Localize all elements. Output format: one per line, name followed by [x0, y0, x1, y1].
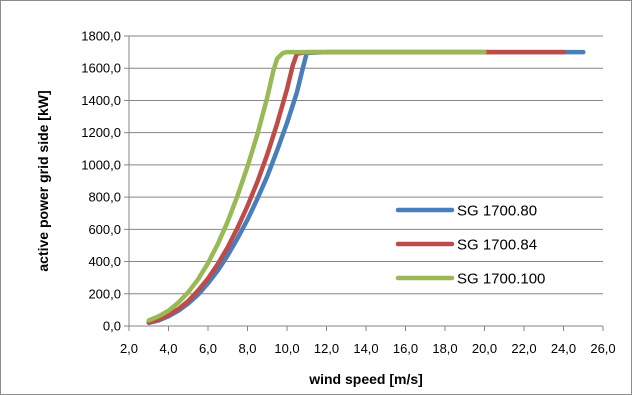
- series-line: [146, 49, 487, 323]
- x-axis-title: wind speed [m/s]: [308, 371, 423, 387]
- y-tick-label: 1000,0: [81, 157, 121, 172]
- y-tick-label: 200,0: [88, 286, 121, 301]
- legend-label: SG 1700.100: [457, 271, 545, 288]
- x-tick-label: 6,0: [199, 341, 217, 356]
- x-tick-label: 12,0: [314, 341, 339, 356]
- y-tick-label: 0,0: [103, 319, 121, 334]
- y-tick-label: 1600,0: [81, 61, 121, 76]
- series-lines: [146, 49, 586, 326]
- x-tick-label: 22,0: [511, 341, 536, 356]
- legend-label: SG 1700.84: [457, 237, 537, 254]
- x-tick-label: 24,0: [551, 341, 576, 356]
- x-tick-label: 16,0: [393, 341, 418, 356]
- x-tick-label: 18,0: [432, 341, 457, 356]
- x-tick-label: 8,0: [238, 341, 256, 356]
- y-tick-label: 400,0: [88, 254, 121, 269]
- legend: SG 1700.80 SG 1700.84 SG 1700.100: [395, 198, 579, 290]
- x-tick-label: 10,0: [274, 341, 299, 356]
- y-tick-label: 600,0: [88, 222, 121, 237]
- x-tick-label: 26,0: [590, 341, 615, 356]
- x-tick-label: 2,0: [120, 341, 138, 356]
- y-tick-label: 1200,0: [81, 125, 121, 140]
- x-tick-label: 4,0: [159, 341, 177, 356]
- legend-label: SG 1700.80: [457, 203, 537, 220]
- x-tick-label: 20,0: [472, 341, 497, 356]
- y-tick-label: 800,0: [88, 190, 121, 205]
- y-tick-label: 1800,0: [81, 29, 121, 44]
- x-tick-label: 14,0: [353, 341, 378, 356]
- y-tick-label: 1400,0: [81, 93, 121, 108]
- axes: 0,0 200,0 400,0 600,0 800,0 1000,0 1200,0 1400,…: [81, 29, 615, 357]
- y-axis-title: active power grid side [kW]: [35, 90, 51, 271]
